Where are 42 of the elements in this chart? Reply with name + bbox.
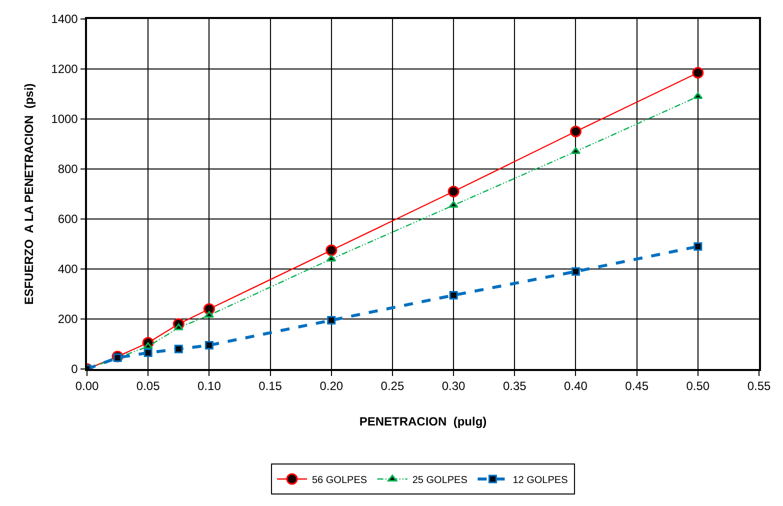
point bbox=[204, 311, 214, 318]
y-tick-label: 400 bbox=[58, 262, 78, 276]
point bbox=[692, 67, 704, 78]
x-axis-title: PENETRACION (pulg) bbox=[359, 414, 487, 429]
point bbox=[449, 291, 458, 300]
point bbox=[570, 126, 582, 138]
legend-label: 12 GOLPES bbox=[512, 474, 568, 486]
x-tick-label: 0.35 bbox=[502, 379, 527, 394]
x-tick-label: 0.05 bbox=[136, 379, 160, 394]
point bbox=[204, 341, 214, 350]
point bbox=[571, 267, 580, 276]
point bbox=[174, 344, 183, 354]
point bbox=[174, 324, 184, 330]
y-tick-label: 0 bbox=[71, 362, 78, 376]
point bbox=[448, 201, 458, 208]
point bbox=[693, 92, 703, 99]
y-tick-label: 1000 bbox=[51, 112, 78, 126]
y-axis-title: ESFUERZO A LA PENETRACION (psi) bbox=[22, 83, 36, 305]
x-tick-label: 0.15 bbox=[258, 379, 282, 394]
x-tick-label: 0.00 bbox=[75, 379, 99, 394]
point bbox=[143, 342, 153, 349]
x-tick-label: 0.50 bbox=[686, 379, 710, 394]
x-tick-label: 0.55 bbox=[747, 379, 771, 394]
legend-label: 56 GOLPES bbox=[312, 474, 368, 486]
x-tick-label: 0.25 bbox=[380, 379, 404, 394]
point bbox=[326, 254, 336, 262]
x-tick-label: 0.30 bbox=[442, 379, 466, 394]
legend-label: 25 GOLPES bbox=[412, 474, 468, 486]
y-tick-label: 200 bbox=[58, 312, 78, 326]
x-tick-label: 0.40 bbox=[564, 379, 588, 394]
point bbox=[326, 244, 338, 256]
y-tick-label: 1400 bbox=[51, 12, 78, 26]
y-tick-label: 800 bbox=[58, 162, 78, 176]
x-tick-label: 0.45 bbox=[625, 379, 649, 394]
y-tick-label: 1200 bbox=[51, 62, 78, 76]
point bbox=[144, 348, 152, 357]
x-tick-label: 0.20 bbox=[320, 379, 344, 394]
y-tick-label: 600 bbox=[58, 212, 78, 226]
point bbox=[694, 242, 702, 251]
point bbox=[327, 316, 336, 324]
point bbox=[448, 186, 460, 198]
x-tick-label: 0.10 bbox=[198, 379, 222, 394]
